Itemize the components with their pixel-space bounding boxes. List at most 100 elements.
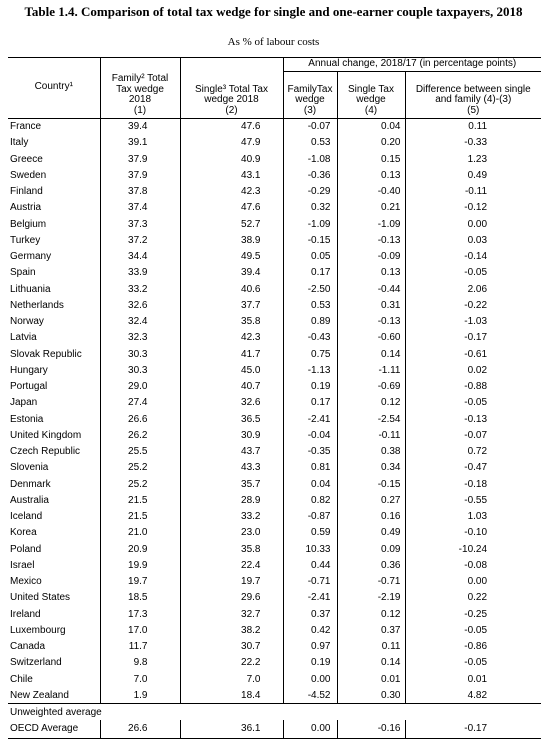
cell-value: 37.7	[179, 297, 283, 314]
cell-value: 0.00	[282, 720, 337, 738]
table-row: Sweden 37.9 43.1 -0.36 0.13 0.49	[8, 167, 542, 184]
header-line: (4)	[364, 104, 378, 116]
country-name: Portugal	[10, 381, 48, 393]
cell-value: 32.6	[179, 394, 283, 411]
cell-value: 35.8	[179, 313, 283, 330]
table-row: United Kingdom 26.2 30.9 -0.04 -0.11 -0.07	[8, 427, 542, 444]
country-name: Belgium	[10, 218, 47, 230]
country-name: United Kingdom	[10, 429, 82, 441]
cell-value: 36.1	[179, 720, 283, 738]
cell-value: 47.9	[179, 134, 283, 151]
cell-value: -0.08	[404, 557, 542, 574]
country-name: Hungary	[10, 364, 48, 376]
header-line: (5)	[467, 104, 480, 116]
country-name: Germany	[10, 251, 52, 263]
cell-value: 25.2	[99, 476, 180, 493]
cell-value: 0.20	[336, 134, 405, 151]
header-row: Country¹ Family² Total Tax wedge 2018 (1) Sin…	[8, 57, 542, 119]
cell-value: -0.88	[404, 378, 542, 395]
cell-value: 32.3	[99, 329, 180, 346]
cell-value: 0.19	[282, 378, 337, 395]
cell-value: 36.5	[179, 411, 283, 428]
group-header: Annual change, 2018/17 (in percentage po…	[282, 57, 542, 72]
cell-value: 26.6	[99, 411, 180, 428]
cell-value: 49.5	[179, 248, 283, 265]
cell-value: 1.03	[404, 508, 542, 525]
header-line: 2018	[128, 94, 152, 105]
cell-value: 1.9	[99, 687, 180, 704]
cell-value: -0.87	[282, 508, 337, 525]
country-name: Slovak Republic	[10, 348, 82, 360]
cell-value: 18.4	[179, 687, 283, 704]
cell-value: 0.89	[282, 313, 337, 330]
cell-value: 19.9	[99, 557, 180, 574]
cell-value: 35.8	[179, 541, 283, 558]
cell-value: -0.40	[336, 183, 405, 200]
cell-value: 0.00	[404, 216, 542, 233]
cell-value: 27.4	[99, 394, 180, 411]
table-row: Lithuania 33.2 40.6 -2.50 -0.44 2.06	[8, 281, 542, 298]
table-row: Ireland 17.3 32.7 0.37 0.12 -0.25	[8, 606, 542, 623]
cell-value: 0.14	[336, 346, 405, 363]
cell-value: -0.43	[282, 329, 337, 346]
cell-value: -2.50	[282, 281, 337, 298]
table-row: Greece 37.9 40.9 -1.08 0.15 1.23	[8, 151, 542, 168]
header-line: Family² Total	[111, 73, 169, 84]
cell-value: 0.17	[282, 394, 337, 411]
cell-value: 0.34	[336, 459, 405, 476]
table-row: Hungary 30.3 45.0 -1.13 -1.11 0.02	[8, 362, 542, 379]
cell-value: 37.4	[99, 199, 180, 216]
cell-value: -0.14	[404, 248, 542, 265]
country-name: Finland	[10, 186, 43, 198]
cell-value: 7.0	[99, 671, 180, 688]
cell-value: -0.22	[404, 297, 542, 314]
cell-value: -0.11	[336, 427, 405, 444]
column-header: Country¹	[8, 58, 100, 119]
cell-value: 37.9	[99, 167, 180, 184]
cell-value: -0.71	[336, 573, 405, 590]
cell-value: 30.3	[99, 362, 180, 379]
table-row: Denmark 25.2 35.7 0.04 -0.15 -0.18	[8, 476, 542, 493]
table-row: Mexico 19.7 19.7 -0.71 -0.71 0.00	[8, 573, 542, 590]
cell-value: 23.0	[179, 524, 283, 541]
cell-value: 0.49	[336, 524, 405, 541]
country-name: Israel	[10, 559, 35, 571]
subtitle: As % of labour costs	[227, 36, 320, 48]
cell-value: 47.6	[179, 118, 283, 135]
cell-value: -1.09	[336, 216, 405, 233]
table-row: Latvia 32.3 42.3 -0.43 -0.60 -0.17	[8, 329, 542, 346]
cell-value: 0.03	[404, 232, 542, 249]
cell-value: -0.71	[282, 573, 337, 590]
cell-value: 0.44	[282, 557, 337, 574]
country-name: Iceland	[10, 511, 43, 523]
table-row: Luxembourg 17.0 38.2 0.42 0.37 -0.05	[8, 622, 542, 639]
table-row: Italy 39.1 47.9 0.53 0.20 -0.33	[8, 134, 542, 151]
cell-value: 0.38	[336, 443, 405, 460]
cell-value: -0.13	[336, 232, 405, 249]
cell-value: 45.0	[179, 362, 283, 379]
cell-value: 0.09	[336, 541, 405, 558]
cell-value: -0.05	[404, 622, 542, 639]
cell-value: -0.07	[282, 118, 337, 135]
header-line: (1)	[133, 104, 147, 116]
header-line: Difference between single	[415, 83, 531, 95]
cell-value: 28.9	[179, 492, 283, 509]
country-name: Turkey	[10, 234, 41, 246]
cell-value: 0.16	[336, 508, 405, 525]
country-name: United States	[10, 592, 71, 604]
cell-value: 0.22	[404, 589, 542, 606]
cell-value: 10.33	[282, 541, 337, 558]
cell-value: 0.42	[282, 622, 337, 639]
header-line: (3)	[303, 104, 317, 116]
cell-value: 0.59	[282, 524, 337, 541]
cell-value: 40.9	[179, 151, 283, 168]
cell-value: -0.11	[404, 183, 542, 200]
cell-value: -0.13	[336, 313, 405, 330]
cell-value: -10.24	[404, 541, 542, 558]
table-row: Canada 11.7 30.7 0.97 0.11 -0.86	[8, 638, 542, 655]
tax-table: Country¹ Family² Total Tax wedge 2018 (1) Sin…	[8, 57, 542, 739]
cell-value: 17.0	[99, 622, 180, 639]
cell-value: 52.7	[179, 216, 283, 233]
cell-value: 32.4	[99, 313, 180, 330]
cell-value: 39.4	[99, 118, 180, 135]
